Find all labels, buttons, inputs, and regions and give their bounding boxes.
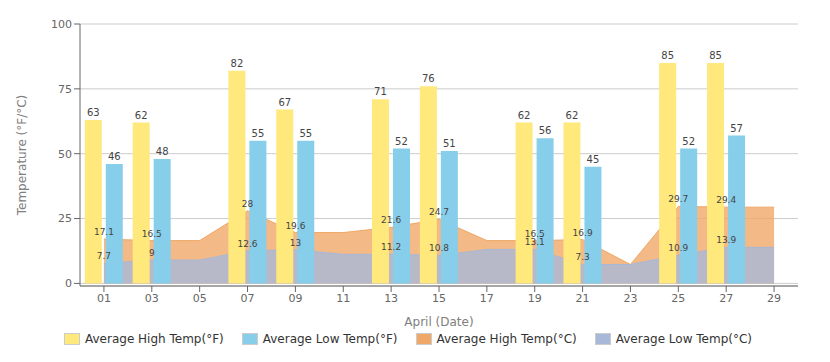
svg-text:57: 57 — [730, 123, 743, 134]
svg-text:16.5: 16.5 — [142, 229, 162, 239]
svg-text:46: 46 — [108, 151, 121, 162]
svg-text:01: 01 — [97, 292, 111, 305]
svg-text:16.9: 16.9 — [573, 228, 593, 238]
svg-text:29: 29 — [767, 292, 781, 305]
svg-text:56: 56 — [539, 125, 552, 136]
svg-text:0: 0 — [65, 277, 72, 290]
svg-text:29.4: 29.4 — [716, 195, 736, 205]
svg-text:48: 48 — [156, 146, 169, 157]
svg-text:13: 13 — [290, 238, 301, 248]
svg-text:11: 11 — [336, 292, 350, 305]
svg-text:16.5: 16.5 — [524, 228, 545, 239]
svg-text:April (Date): April (Date) — [404, 315, 473, 329]
svg-text:85: 85 — [709, 50, 722, 61]
svg-text:75: 75 — [58, 83, 72, 96]
svg-text:45: 45 — [587, 154, 600, 165]
svg-text:62: 62 — [566, 110, 579, 121]
svg-text:23: 23 — [623, 292, 637, 305]
svg-text:11.2: 11.2 — [381, 242, 401, 252]
svg-text:52: 52 — [395, 136, 408, 147]
svg-text:17.1: 17.1 — [94, 227, 114, 237]
svg-text:76: 76 — [422, 73, 435, 84]
svg-text:55: 55 — [252, 128, 265, 139]
html-text:Average Low Temp(°C): Average Low Temp(°C) — [615, 332, 752, 346]
svg-text:10.9: 10.9 — [668, 243, 688, 253]
svg-text:85: 85 — [661, 50, 674, 61]
svg-text:19.6: 19.6 — [285, 221, 305, 231]
svg-text:25: 25 — [671, 292, 685, 305]
svg-text:25: 25 — [58, 212, 72, 225]
svg-text:7.3: 7.3 — [575, 252, 589, 262]
svg-text:62: 62 — [518, 110, 531, 121]
svg-text:52: 52 — [682, 136, 695, 147]
svg-text:17: 17 — [480, 292, 494, 305]
svg-text:7.7: 7.7 — [97, 251, 111, 261]
svg-text:24.7: 24.7 — [429, 207, 449, 217]
svg-text:13.1: 13.1 — [525, 237, 545, 247]
svg-text:19: 19 — [528, 292, 542, 305]
svg-text:9: 9 — [149, 248, 155, 258]
html-text:Average Low Temp(°F): Average Low Temp(°F) — [262, 332, 398, 346]
svg-text:51: 51 — [443, 138, 456, 149]
html-text:Average High Temp(°F): Average High Temp(°F) — [85, 332, 224, 346]
svg-text:67: 67 — [278, 97, 291, 108]
svg-text:29.7: 29.7 — [668, 194, 688, 204]
svg-text:13.9: 13.9 — [716, 235, 736, 245]
svg-text:55: 55 — [299, 128, 312, 139]
svg-text:13: 13 — [384, 292, 398, 305]
html-text:Average High Temp(°C): Average High Temp(°C) — [436, 332, 577, 346]
svg-text:100: 100 — [51, 18, 72, 31]
svg-text:28: 28 — [242, 199, 254, 209]
svg-text:82: 82 — [231, 58, 244, 69]
svg-text:50: 50 — [58, 148, 72, 161]
svg-text:07: 07 — [241, 292, 255, 305]
svg-text:09: 09 — [288, 292, 302, 305]
svg-text:71: 71 — [374, 86, 387, 97]
svg-text:03: 03 — [145, 292, 159, 305]
svg-text:21: 21 — [576, 292, 590, 305]
svg-text:05: 05 — [193, 292, 207, 305]
svg-text:12.6: 12.6 — [238, 239, 258, 249]
svg-text:27: 27 — [719, 292, 733, 305]
svg-text:10.8: 10.8 — [429, 243, 449, 253]
svg-text:15: 15 — [432, 292, 446, 305]
svg-text:62: 62 — [135, 110, 148, 121]
svg-text:21.6: 21.6 — [381, 215, 401, 225]
svg-text:63: 63 — [87, 107, 100, 118]
svg-text:Temperature (°F/°C): Temperature (°F/°C) — [15, 95, 29, 217]
